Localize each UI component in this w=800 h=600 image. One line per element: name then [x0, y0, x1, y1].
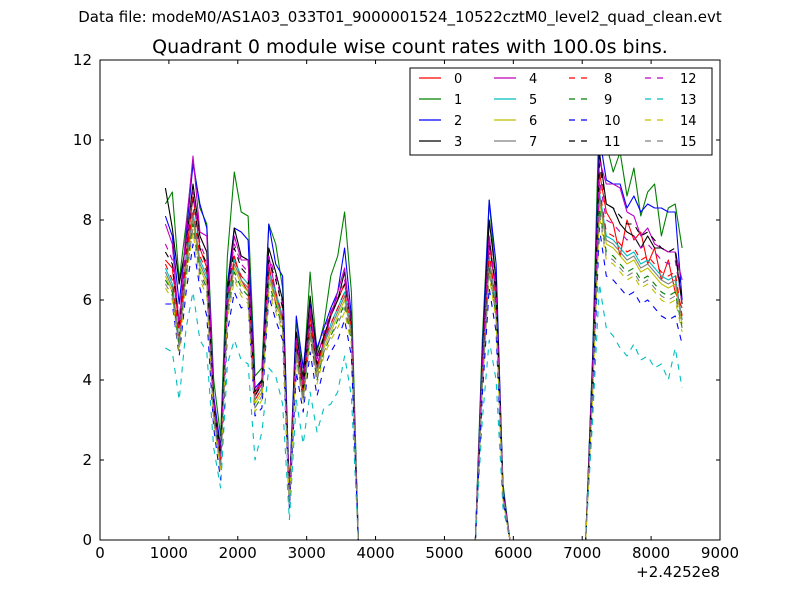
x-tick-label: 8000 — [632, 544, 670, 562]
legend-label-9: 9 — [604, 93, 612, 108]
x-tick-label: 3000 — [288, 544, 326, 562]
series-line-14 — [164, 215, 683, 540]
y-tick-label: 6 — [82, 291, 92, 309]
legend-label-15: 15 — [680, 135, 697, 150]
legend-label-6: 6 — [529, 114, 537, 129]
series-line-11 — [164, 163, 683, 540]
legend-label-10: 10 — [604, 114, 621, 129]
legend-label-3: 3 — [454, 135, 462, 150]
x-tick-label: 5000 — [425, 544, 463, 562]
x-offset-label: +2.4252e8 — [636, 563, 720, 581]
axis-ticks: 0 1000 2000 3000 4000 5000 6000 7000 8000 9000 0 2 4… — [73, 51, 739, 562]
legend-label-2: 2 — [454, 114, 462, 129]
series-line-15 — [164, 211, 683, 540]
y-tick-label: 12 — [73, 51, 92, 69]
series-line-9 — [164, 207, 683, 540]
chart-title: Quadrant 0 module wise count rates with … — [152, 36, 668, 58]
legend-label-11: 11 — [604, 135, 621, 150]
legend-label-13: 13 — [680, 93, 697, 108]
series-line-8 — [164, 187, 683, 540]
y-tick-label: 0 — [82, 531, 92, 549]
series-line-6 — [164, 199, 683, 540]
x-tick-label: 6000 — [494, 544, 532, 562]
x-tick-label: 0 — [95, 544, 105, 562]
series-layer — [164, 103, 683, 540]
x-tick-label: 4000 — [356, 544, 394, 562]
series-line-13 — [165, 283, 683, 540]
series-line-5 — [164, 191, 683, 540]
y-tick-label: 4 — [82, 371, 92, 389]
legend-label-4: 4 — [529, 72, 537, 87]
x-tick-label: 7000 — [563, 544, 601, 562]
x-tick-label: 2000 — [219, 544, 257, 562]
figure-suptitle: Data file: modeM0/AS1A03_033T01_90000015… — [78, 8, 722, 26]
legend-label-5: 5 — [529, 93, 537, 108]
legend-label-8: 8 — [604, 72, 612, 87]
legend-label-7: 7 — [529, 135, 537, 150]
legend-label-0: 0 — [454, 72, 462, 87]
y-tick-label: 8 — [82, 211, 92, 229]
y-tick-label: 10 — [73, 131, 92, 149]
legend-label-1: 1 — [454, 93, 462, 108]
y-tick-label: 2 — [82, 451, 92, 469]
series-line-10 — [165, 227, 683, 540]
legend-label-12: 12 — [680, 72, 697, 87]
x-tick-label: 9000 — [701, 544, 739, 562]
legend-label-14: 14 — [680, 114, 697, 129]
x-tick-label: 1000 — [150, 544, 188, 562]
